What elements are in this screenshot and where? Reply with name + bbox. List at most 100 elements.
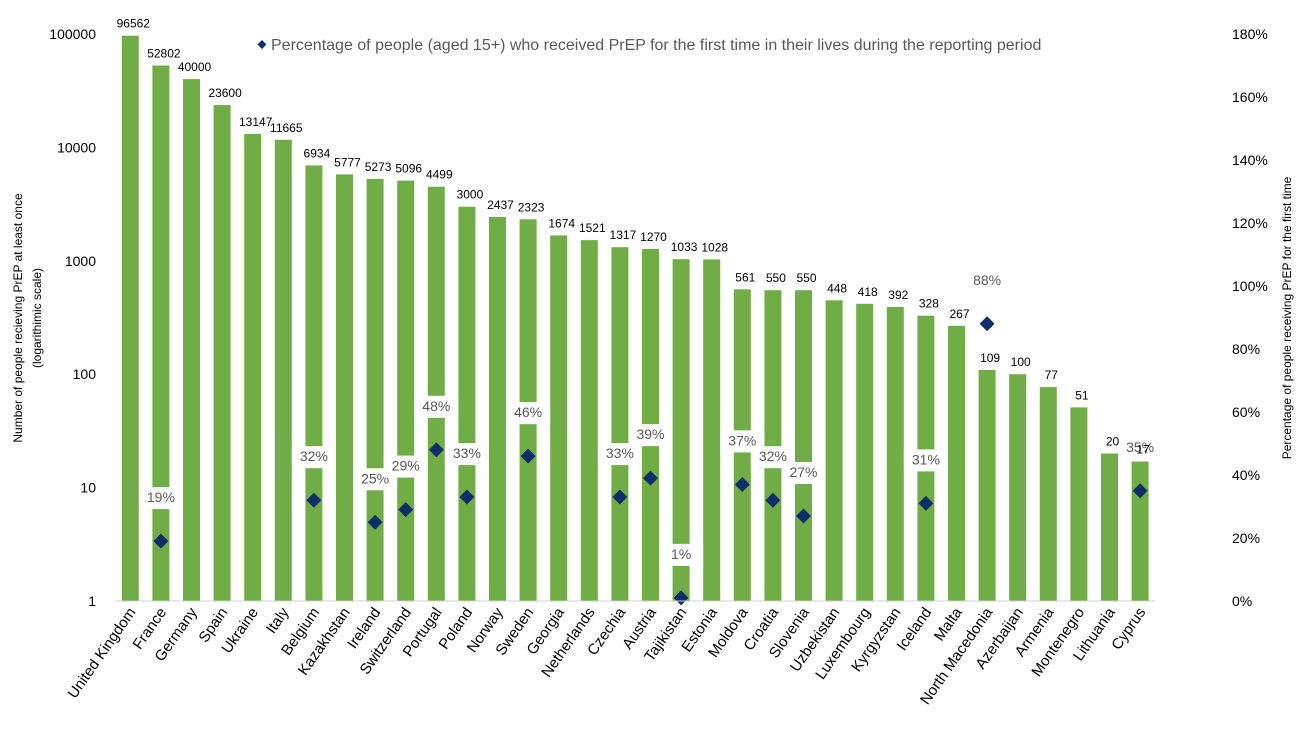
percentage-label: 31% [912,451,940,467]
bar-value-label: 96562 [117,17,151,31]
right-tick-label: 160% [1232,89,1268,105]
left-tick-label: 10 [80,480,96,496]
percentage-label: 1% [671,546,691,562]
bar [979,370,996,601]
right-tick-label: 140% [1232,152,1268,168]
right-tick-label: 20% [1232,530,1260,546]
percentage-label: 48% [422,398,450,414]
bar-value-label: 448 [827,281,847,295]
bar [152,66,169,602]
right-tick-label: 40% [1232,467,1260,483]
percentage-label: 88% [973,272,1001,288]
right-tick-label: 0% [1232,593,1252,609]
bar-value-label: 77 [1045,368,1059,382]
percentage-label: 46% [514,404,542,420]
bar [458,207,475,601]
bar [275,140,292,601]
bar-value-label: 550 [796,271,816,285]
bar-value-label: 5777 [334,155,361,169]
bar [428,187,445,601]
bar [581,240,598,601]
bar [764,290,781,601]
left-tick-label: 1 [88,593,96,609]
bar [397,181,414,601]
bar [183,79,200,601]
bar-value-label: 13147 [239,115,273,129]
bar-value-label: 1028 [701,240,728,254]
bar-value-label: 1317 [610,228,637,242]
left-tick-label: 100000 [49,26,96,42]
bar-value-label: 5096 [395,162,422,176]
bar-value-label: 40000 [178,60,212,74]
bar-value-label: 51 [1075,388,1089,402]
bar [1101,454,1118,602]
right-tick-label: 60% [1232,404,1260,420]
bar-value-label: 2323 [518,200,545,214]
bar [1009,374,1026,601]
bar-value-label: 267 [949,307,969,321]
left-tick-label: 10000 [57,139,96,155]
bar [336,174,353,601]
legend: Percentage of people (aged 15+) who rece… [258,37,1042,54]
left-axis: 1 10 100 1000 10000 100000 [49,26,96,609]
category-axis: United KingdomFranceGermanySpainUkraine I… [64,601,1155,708]
percentage-label: 19% [147,489,175,505]
bar [887,307,904,601]
bar [122,36,139,601]
bar-value-label: 328 [919,297,939,311]
percentage-label: 37% [728,432,756,448]
bar [214,105,231,601]
left-axis-title: Number of people recieving PrEP at least… [11,193,25,443]
bar-value-label: 20 [1106,435,1120,449]
percentage-label: 32% [300,448,328,464]
bar-value-label: 1033 [671,240,698,254]
bar-value-label: 17 [1136,443,1150,457]
right-axis-title: Percentage of people receiving PrEP for … [1280,176,1294,459]
percentage-label: 33% [453,445,481,461]
bar-value-label: 550 [766,271,786,285]
bar-value-label: 1270 [640,230,667,244]
bar-value-label: 2437 [487,198,514,212]
bar [611,247,628,601]
category-label: Italy [263,604,293,637]
bar-value-label: 1521 [579,221,606,235]
percentage-label: 27% [789,464,817,480]
right-tick-label: 120% [1232,215,1268,231]
right-tick-label: 80% [1232,341,1260,357]
bar [244,134,261,601]
percentage-label: 32% [759,448,787,464]
percentage-label: 33% [606,445,634,461]
bar-value-label: 4499 [426,168,453,182]
percentage-label: 29% [392,458,420,474]
bar-value-label: 100 [1011,355,1031,369]
bar [948,326,965,601]
bar-value-label: 1674 [548,216,575,230]
bar-value-label: 109 [980,351,1000,365]
right-tick-label: 100% [1232,278,1268,294]
percentage-marker [980,316,995,331]
bar-value-label: 6934 [304,146,331,160]
category-label: United Kingdom [64,605,139,702]
left-axis-subtitle: (logarithimic scale) [30,268,44,368]
bar [1040,387,1057,601]
bar-value-label: 23600 [208,86,242,100]
bar [489,217,506,601]
legend-diamond-icon [258,40,267,49]
left-tick-label: 100 [73,366,97,382]
bar-value-label: 418 [858,285,878,299]
bar [795,290,812,601]
bar [856,304,873,601]
bar [1132,462,1149,602]
bar [305,165,322,601]
bar-value-label: 561 [735,270,755,284]
bar-value-label: 392 [888,288,908,302]
legend-label: Percentage of people (aged 15+) who rece… [271,37,1041,54]
bar [703,259,720,601]
right-axis: 0%20%40%60%80%100%120%140%160%180% [1232,26,1268,609]
left-tick-label: 1000 [65,253,96,269]
bar [367,179,384,601]
bar-value-label: 52802 [147,47,181,61]
bar-value-label: 5273 [365,160,392,174]
